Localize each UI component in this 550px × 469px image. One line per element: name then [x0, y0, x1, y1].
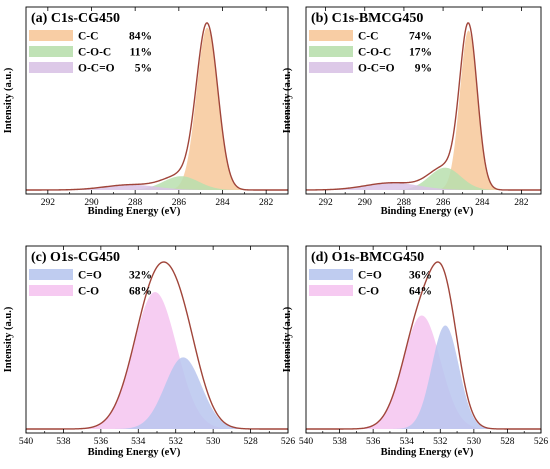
x-tick-label: 526: [534, 437, 549, 447]
x-tick-label: 292: [318, 198, 333, 208]
x-tick-label: 538: [332, 437, 347, 447]
legend-percent: 84%: [129, 31, 152, 43]
x-tick-label: 528: [243, 437, 258, 447]
x-tick-label: 286: [172, 198, 187, 208]
legend-label: C=O: [358, 270, 382, 282]
legend-swatch-c-o-c: [29, 46, 73, 57]
legend-percent: 9%: [415, 63, 432, 75]
x-tick-label: 284: [475, 198, 490, 208]
peak-c-o-area: [306, 315, 541, 429]
y-axis-label: Intensity (a.u.): [282, 306, 293, 372]
chart-panel-4: 540 538 536 534 532 530 528 526 Binding Energy (…: [282, 245, 549, 458]
panel-title: (c) O1s-CG450: [31, 250, 120, 265]
x-tick-label: 292: [41, 198, 56, 208]
x-tick-label: 290: [358, 198, 373, 208]
chart-panel-3: 540 538 536 534 532 530 528 526 Binding Energy (…: [3, 245, 296, 458]
legend-label: C-C: [358, 31, 378, 43]
y-axis-label: Intensity (a.u.): [3, 67, 14, 133]
envelope-line: [306, 22, 541, 191]
x-axis-label: Binding Energy (eV): [88, 447, 181, 458]
legend-percent: 17%: [409, 47, 432, 59]
chart-panel-2: 292 290 288 286 284 282 Binding Energy (eV) Int…: [282, 6, 542, 217]
x-tick-label: 286: [436, 198, 451, 208]
legend-label: O-C=O: [358, 63, 395, 75]
x-tick-label: 536: [94, 437, 109, 447]
legend-swatch-c-o-c: [309, 46, 353, 57]
peak-c-c-area: [26, 27, 288, 190]
envelope-line: [306, 261, 541, 430]
x-tick-label: 540: [299, 437, 314, 447]
x-tick-label: 282: [259, 198, 274, 208]
legend-percent: 32%: [129, 270, 152, 282]
legend-percent: 68%: [129, 286, 152, 298]
peak-c-o-area: [26, 292, 288, 429]
x-axis-label: Binding Energy (eV): [88, 206, 181, 217]
x-tick-label: 532: [433, 437, 448, 447]
envelope-line: [26, 261, 288, 430]
x-tick-label: 528: [500, 437, 515, 447]
legend-swatch-c-c: [309, 30, 353, 41]
peak-c-c-area: [306, 30, 541, 191]
chart-panel-1: 292 290 288 286 284 282 Binding Energy (eV) Int…: [3, 6, 289, 217]
x-axis-label: Binding Energy (eV): [381, 447, 474, 458]
peak-o-c-o-area: [306, 182, 541, 190]
legend-percent: 5%: [135, 63, 152, 75]
x-tick-label: 290: [84, 198, 99, 208]
x-tick-label: 282: [514, 198, 529, 208]
x-tick-label: 536: [366, 437, 381, 447]
legend-label: C-O: [78, 286, 99, 298]
legend-label: O-C=O: [78, 63, 115, 75]
legend-percent: 36%: [409, 270, 432, 282]
legend-label: C=O: [78, 270, 102, 282]
panel-title: (d) O1s-BMCG450: [311, 250, 424, 265]
panel-title: (b) C1s-BMCG450: [311, 11, 423, 26]
x-tick-label: 288: [128, 198, 143, 208]
legend-label: C-O-C: [78, 47, 111, 59]
x-tick-label: 530: [467, 437, 482, 447]
legend-swatch-c-o: [309, 269, 353, 280]
legend-swatch-c-c: [29, 30, 73, 41]
x-tick-label: 288: [397, 198, 412, 208]
legend-label: C-C: [78, 31, 98, 43]
y-axis-label: Intensity (a.u.): [3, 306, 14, 372]
x-tick-label: 538: [56, 437, 71, 447]
x-tick-label: 532: [169, 437, 184, 447]
legend-swatch-o-c-o: [309, 62, 353, 73]
x-tick-label: 526: [281, 437, 296, 447]
peak-c-o-area: [306, 325, 541, 429]
legend-swatch-c-o: [309, 285, 353, 296]
legend-swatch-o-c-o: [29, 62, 73, 73]
envelope-line: [26, 22, 288, 191]
panel-title: (a) C1s-CG450: [31, 11, 120, 26]
y-axis-label: Intensity (a.u.): [282, 67, 293, 133]
x-tick-label: 534: [400, 437, 415, 447]
x-axis-label: Binding Energy (eV): [381, 206, 474, 217]
legend-percent: 11%: [130, 47, 152, 59]
x-tick-label: 534: [131, 437, 146, 447]
x-tick-label: 540: [19, 437, 34, 447]
legend-swatch-c-o: [29, 285, 73, 296]
legend-swatch-c-o: [29, 269, 73, 280]
x-tick-label: 530: [206, 437, 221, 447]
x-tick-label: 284: [215, 198, 230, 208]
peak-c-o-c-area: [306, 167, 541, 190]
legend-percent: 74%: [409, 31, 432, 43]
peak-c-o-area: [26, 357, 288, 429]
legend-percent: 64%: [409, 286, 432, 298]
legend-label: C-O: [358, 286, 379, 298]
legend-label: C-O-C: [358, 47, 391, 59]
